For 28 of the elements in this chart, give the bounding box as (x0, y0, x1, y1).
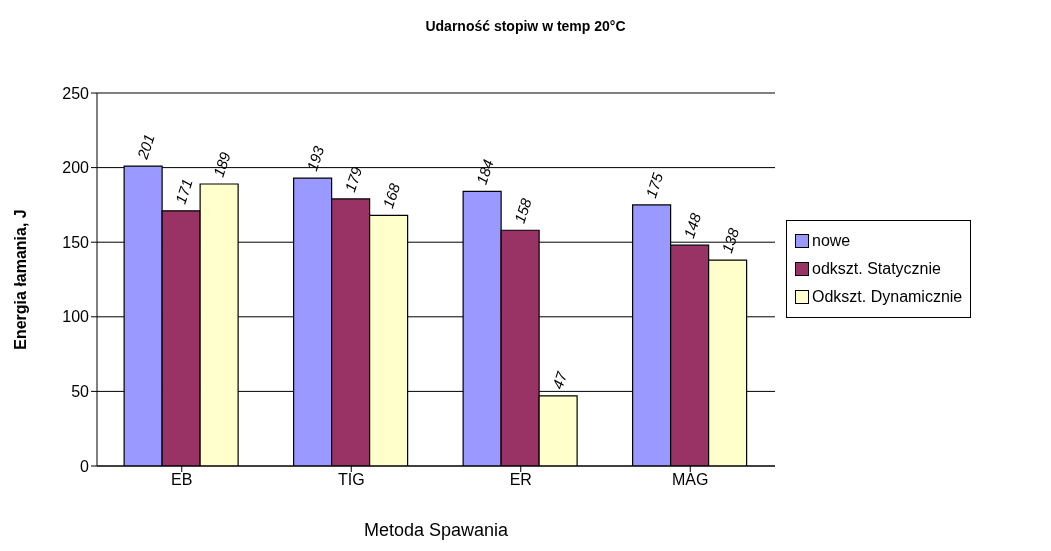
data-label: 168 (379, 180, 404, 211)
data-label: 148 (680, 210, 705, 241)
data-label: 189 (209, 149, 234, 179)
y-tick-label: 0 (80, 457, 90, 475)
data-label: 201 (133, 131, 158, 162)
legend-label: odkszt. Statycznie (812, 260, 941, 278)
y-tick-label: 50 (71, 383, 90, 401)
data-label: 175 (642, 170, 667, 200)
y-tick-label: 200 (62, 159, 90, 177)
y-tick-label: 150 (62, 233, 90, 251)
legend-label: nowe (812, 232, 851, 250)
x-tick-label: MAG (672, 471, 709, 489)
x-tick-label: TIG (337, 471, 365, 489)
x-tick-label: EB (171, 471, 193, 489)
legend-label: Odkszt. Dynamicznie (812, 288, 963, 306)
data-label: 184 (472, 157, 497, 187)
x-tick-label: ER (509, 471, 532, 489)
y-tick-label: 250 (62, 84, 90, 102)
data-label: 171 (171, 176, 196, 206)
data-label: 47 (548, 369, 571, 391)
data-label: 158 (510, 195, 535, 226)
data-label: 193 (303, 143, 328, 173)
y-tick-label: 100 (62, 308, 90, 326)
chart-title: Udarność stopiw w temp 20°C (424, 18, 627, 34)
data-label: 179 (341, 164, 366, 194)
data-label: 138 (718, 225, 743, 256)
x-axis-title: Metoda Spawania (363, 520, 510, 540)
y-axis-title: Energia łamania, J (11, 209, 29, 350)
